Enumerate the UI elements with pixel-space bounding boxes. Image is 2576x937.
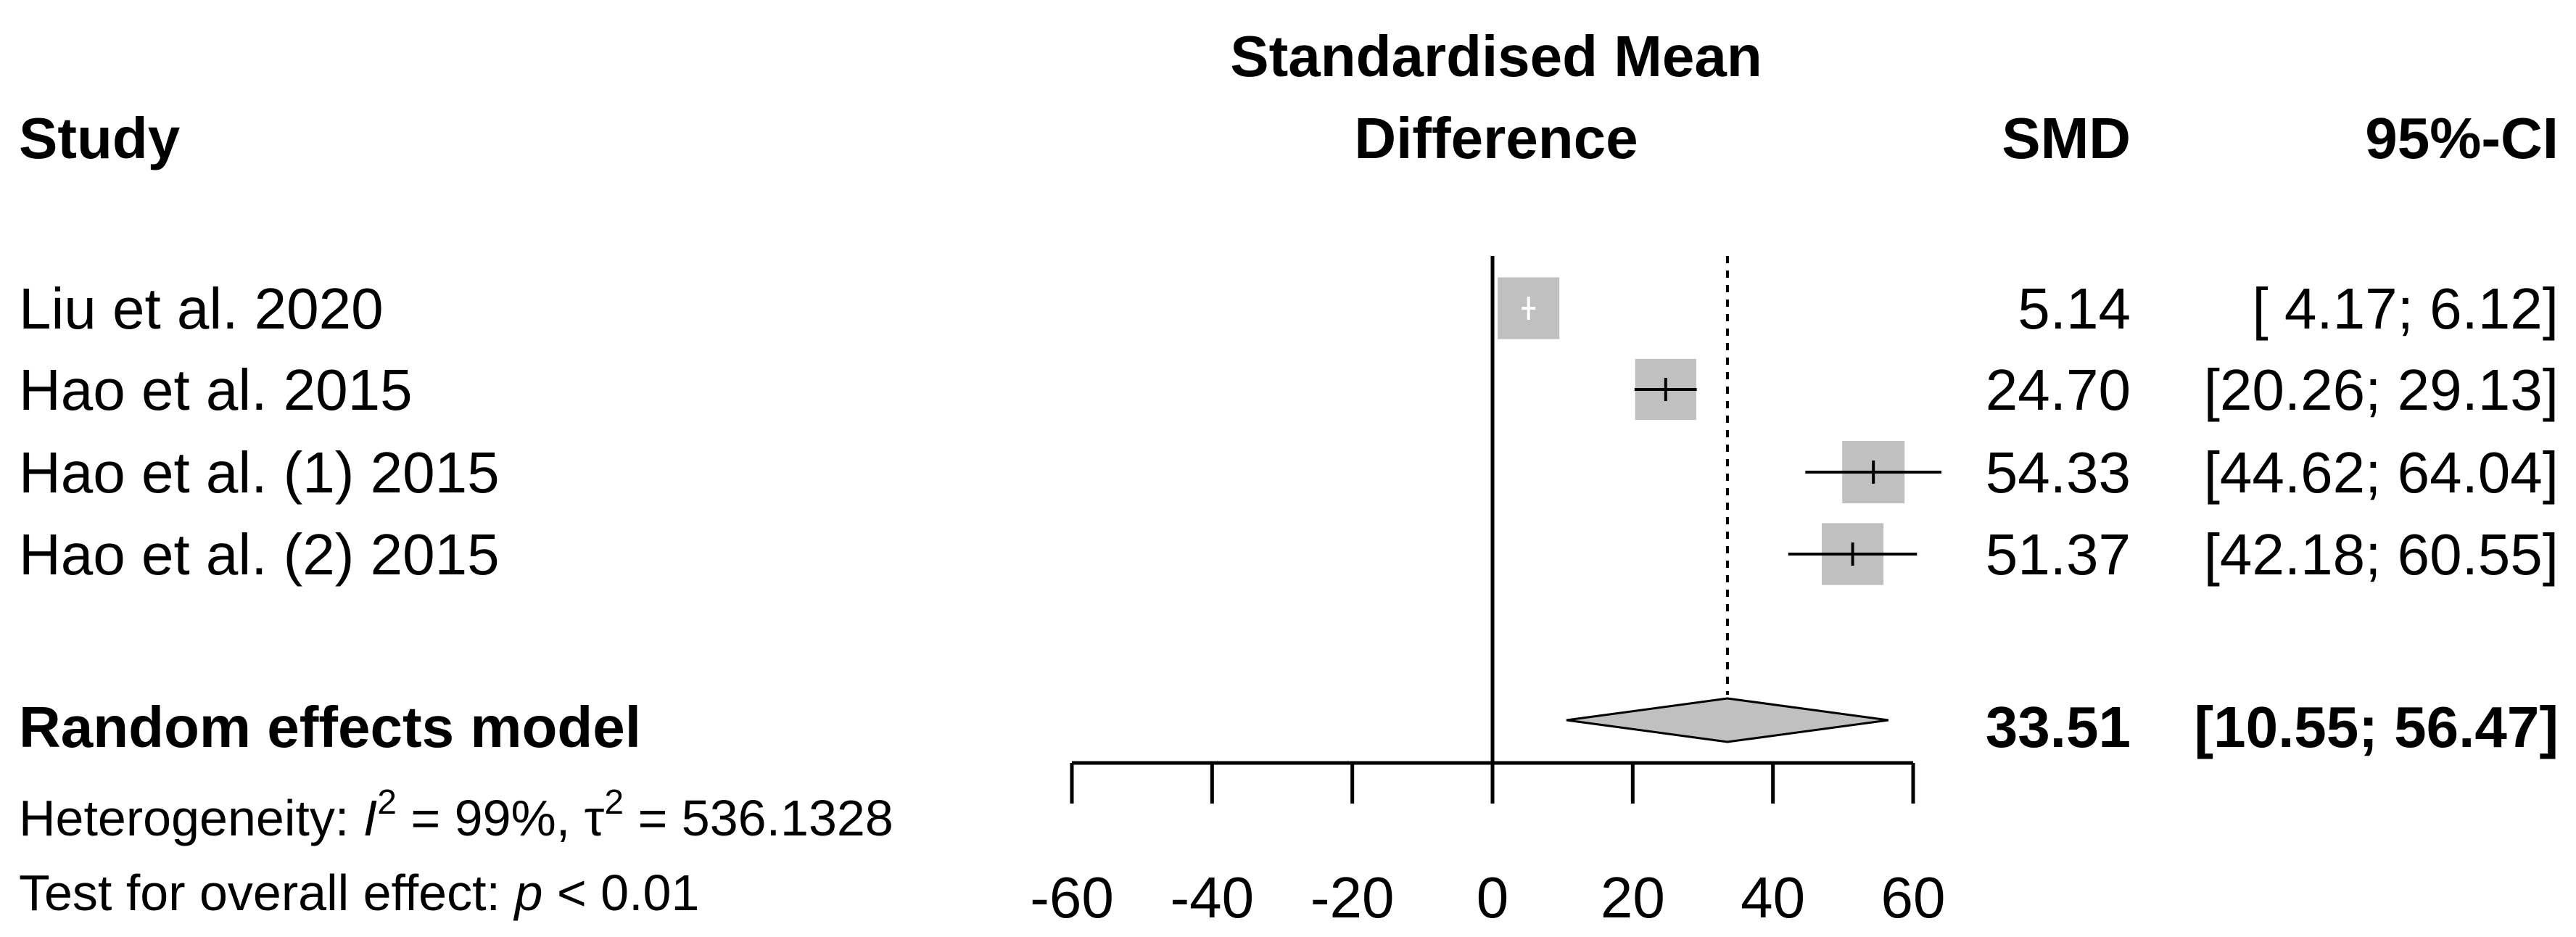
x-axis: -60 -40 -20 0 20 40 60 bbox=[1030, 761, 1946, 930]
x-tick-label: 0 bbox=[1477, 865, 1509, 930]
summary-ci: [10.55; 56.47] bbox=[2194, 695, 2559, 759]
study-name: Hao et al. (2) 2015 bbox=[19, 522, 500, 587]
summary-smd: 33.51 bbox=[1986, 695, 2131, 759]
study-ci: [ 4.17; 6.12] bbox=[2252, 276, 2559, 341]
study-name: Liu et al. 2020 bbox=[19, 276, 384, 341]
study-ci: [44.62; 64.04] bbox=[2204, 440, 2559, 505]
header-plot-title-line1: Standardised Mean bbox=[1230, 24, 1762, 88]
summary-label: Random effects model bbox=[19, 695, 641, 759]
study-smd: 5.14 bbox=[2018, 276, 2131, 341]
study-smd: 24.70 bbox=[1986, 358, 2131, 422]
summary-diamond bbox=[1566, 697, 1889, 743]
study-rows: Liu et al. 2020 5.14 [ 4.17; 6.12] Hao et a… bbox=[19, 276, 2559, 587]
x-tick-label: -60 bbox=[1030, 865, 1114, 930]
x-tick-label: -40 bbox=[1171, 865, 1255, 930]
study-smd: 51.37 bbox=[1986, 522, 2131, 587]
heterogeneity-text: Heterogeneity: I2 = 99%, τ2 = 536.1328 bbox=[19, 783, 893, 846]
x-tick-label: -20 bbox=[1310, 865, 1395, 930]
x-tick-label: 60 bbox=[1881, 865, 1946, 930]
study-name: Hao et al. 2015 bbox=[19, 358, 413, 422]
x-tick-label: 40 bbox=[1741, 865, 1805, 930]
header-plot-title-line2: Difference bbox=[1354, 106, 1638, 170]
study-ci: [42.18; 60.55] bbox=[2204, 522, 2559, 587]
study-marks bbox=[1498, 277, 1942, 585]
x-tick-label: 20 bbox=[1601, 865, 1665, 930]
overall-effect-text: Test for overall effect: p < 0.01 bbox=[19, 864, 699, 921]
study-ci: [20.26; 29.13] bbox=[2204, 358, 2559, 422]
header-ci: 95%-CI bbox=[2365, 106, 2559, 170]
header-study: Study bbox=[19, 106, 181, 170]
header-smd: SMD bbox=[2002, 106, 2131, 170]
study-name: Hao et al. (1) 2015 bbox=[19, 440, 500, 505]
study-smd: 54.33 bbox=[1986, 440, 2131, 505]
